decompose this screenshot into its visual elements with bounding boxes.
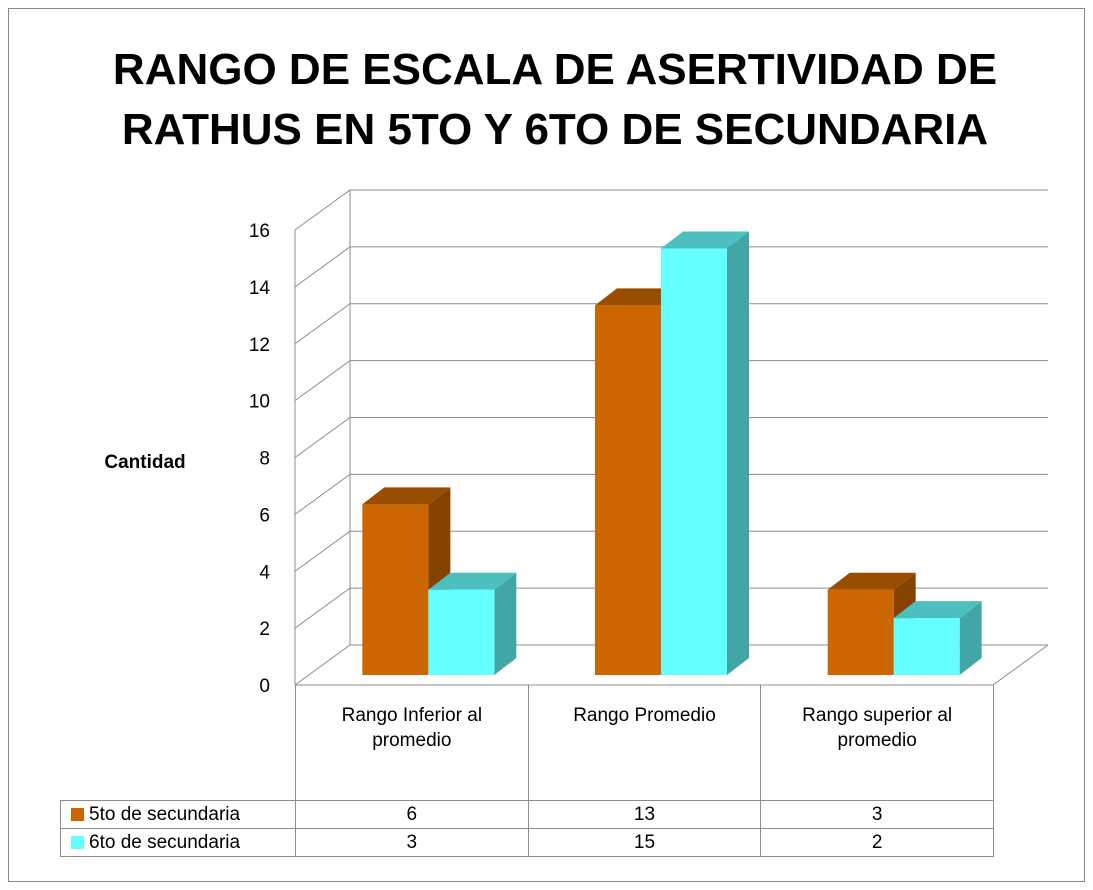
x-tick-label: Rango superior al promedio xyxy=(802,705,953,751)
bar xyxy=(661,248,727,675)
legend-swatch xyxy=(71,836,84,849)
legend-cell: 5to de secundaria xyxy=(60,800,296,829)
bar-side xyxy=(959,601,982,675)
legend-label: 5to de secundaria xyxy=(89,804,241,825)
bar xyxy=(595,305,661,675)
legend-cell: 6to de secundaria xyxy=(60,828,296,857)
bar-side xyxy=(727,231,749,675)
x-tick-label: Rango Promedio xyxy=(573,705,716,726)
bar-top xyxy=(428,572,517,590)
grid-line xyxy=(294,417,1048,458)
chart-frame xyxy=(8,8,1085,882)
table-value: 2 xyxy=(760,828,994,857)
category-header: Rango Inferior al promedio xyxy=(295,685,529,801)
bar-side xyxy=(494,572,517,675)
bar xyxy=(827,589,894,675)
category-header: Rango Promedio xyxy=(527,685,762,801)
y-tick-label: 0 xyxy=(259,676,270,697)
grid-line xyxy=(294,530,1048,572)
grid-line xyxy=(294,644,1048,686)
y-tick-label: 16 xyxy=(249,221,270,242)
grid-line xyxy=(294,473,1048,515)
grid-line xyxy=(294,303,1048,345)
x-tick-label: Rango Inferior al promedio xyxy=(341,705,483,751)
grid-line xyxy=(294,360,1048,402)
table-value: 13 xyxy=(527,800,762,829)
grid-line xyxy=(294,189,1048,231)
bar-top xyxy=(362,487,451,505)
bar-top xyxy=(827,572,916,590)
table-value: 3 xyxy=(760,800,994,829)
table-value: 15 xyxy=(527,828,762,857)
table-value: 3 xyxy=(295,828,529,857)
y-tick-label: 10 xyxy=(249,392,270,413)
legend-swatch xyxy=(71,808,84,821)
bar xyxy=(893,618,960,675)
y-tick-label: 2 xyxy=(259,619,270,640)
bar-top xyxy=(661,231,749,249)
y-tick-label: 6 xyxy=(259,505,270,526)
y-tick-label: 8 xyxy=(259,449,270,470)
grid-line xyxy=(294,246,1048,288)
grid-line xyxy=(294,587,1048,629)
y-tick-label: 14 xyxy=(249,278,271,299)
y-tick-label: 12 xyxy=(249,335,270,356)
bar-top xyxy=(893,601,982,619)
y-axis-label: Cantidad xyxy=(104,452,185,473)
legend-label: 6to de secundaria xyxy=(89,832,241,853)
bar xyxy=(362,504,429,675)
category-header: Rango superior al promedio xyxy=(760,685,994,801)
bar xyxy=(428,589,495,675)
y-tick-label: 4 xyxy=(259,562,270,583)
chart-title: RANGO DE ESCALA DE ASERTIVIDAD DE RATHUS… xyxy=(112,45,998,154)
table-value: 6 xyxy=(295,800,529,829)
